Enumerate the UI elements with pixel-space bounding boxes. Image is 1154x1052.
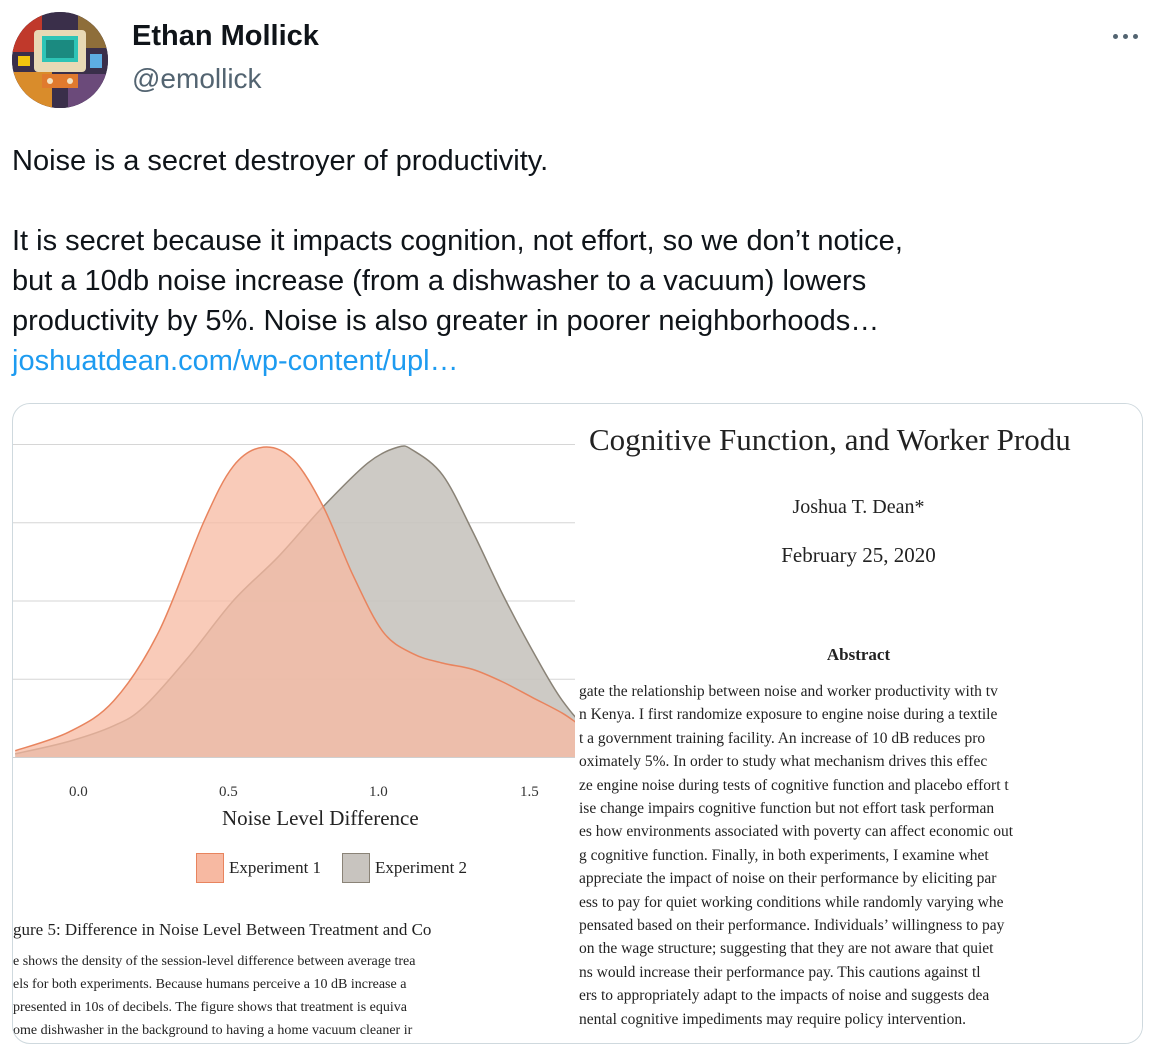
tweet-media-image[interactable]: 0.0 0.5 1.0 1.5 Noise Level Difference E… (12, 403, 1143, 1044)
avatar[interactable] (12, 12, 108, 108)
abstract-line: oximately 5%. In order to study what mec… (579, 753, 988, 771)
more-dot (1112, 33, 1118, 39)
tweet-line: productivity by 5%. Noise is also greate… (12, 305, 880, 337)
chart-series (14, 445, 575, 757)
paper-excerpt: Cognitive Function, and Worker Produ Jos… (575, 404, 1142, 1043)
legend-swatch-experiment-1 (196, 853, 224, 883)
x-axis-label: Noise Level Difference (222, 806, 419, 830)
abstract-line: ze engine noise during tests of cognitiv… (579, 776, 1009, 794)
figure-caption-title: gure 5: Difference in Noise Level Betwee… (13, 920, 432, 939)
paper-title: Cognitive Function, and Worker Produ (589, 422, 1071, 457)
avatar-image (12, 12, 108, 108)
x-tick-label: 0.0 (69, 784, 88, 800)
x-tick-label: 0.5 (219, 784, 238, 800)
tweet-link[interactable]: joshuatdean.com/wp-content/upl… (12, 345, 459, 377)
abstract-line: ers to appropriately adapt to the impact… (579, 987, 990, 1005)
paper-author: Joshua T. Dean* (792, 496, 925, 518)
abstract-line: ns would increase their performance pay.… (579, 963, 981, 981)
abstract-line: appreciate the impact of noise on their … (579, 870, 997, 888)
abstract-line: es how environments associated with pove… (579, 823, 1014, 841)
x-tick-label: 1.5 (520, 784, 539, 800)
author-handle[interactable]: @emollick (132, 63, 262, 94)
legend-label: Experiment 1 (229, 858, 322, 877)
density-chart (13, 444, 575, 758)
abstract-line: gate the relationship between noise and … (579, 683, 998, 700)
abstract-line: ess to pay for quiet working conditions … (579, 893, 1004, 911)
abstract-line: t a government training facility. An inc… (579, 729, 986, 747)
legend-label: Experiment 2 (375, 858, 468, 877)
series-line-experiment-1 (14, 446, 575, 752)
abstract-line: nental cognitive impediments may require… (579, 1010, 966, 1028)
abstract-body: gate the relationship between noise and … (579, 680, 1013, 1031)
legend-swatch-experiment-2 (342, 853, 370, 883)
more-dot (1132, 33, 1138, 39)
abstract-line: ise change impairs cognitive function bu… (579, 800, 995, 818)
caption-line: presented in 10s of decibels. The figure… (13, 1000, 407, 1015)
caption-line: els for both experiments. Because humans… (13, 977, 407, 992)
author-name[interactable]: Ethan Mollick (132, 20, 319, 52)
paper-date: February 25, 2020 (781, 543, 936, 567)
abstract-line: g cognitive function. Finally, in both e… (579, 846, 989, 864)
figure-caption-body: e shows the density of the session-level… (13, 950, 573, 1042)
tweet-line: It is secret because it impacts cognitio… (12, 225, 903, 257)
abstract-line: pensated based on their performance. Ind… (579, 917, 1005, 935)
abstract-line: n Kenya. I first randomize exposure to e… (579, 706, 998, 724)
more-horizontal-icon[interactable] (1108, 24, 1142, 48)
tweet-text: Noise is a secret destroyer of productiv… (12, 141, 1142, 381)
tweet-line: Noise is a secret destroyer of productiv… (12, 145, 549, 177)
x-tick-label: 1.0 (369, 784, 388, 800)
abstract-line: on the wage structure; suggesting that t… (579, 940, 994, 958)
tweet-line-break (12, 181, 1142, 221)
tweet-line: but a 10db noise increase (from a dishwa… (12, 265, 867, 297)
more-dot (1122, 33, 1128, 39)
caption-line: ome dishwasher in the background to havi… (13, 1023, 413, 1038)
series-area-experiment-1 (15, 446, 575, 757)
caption-line: e shows the density of the session-level… (13, 954, 416, 969)
abstract-heading: Abstract (826, 645, 891, 664)
